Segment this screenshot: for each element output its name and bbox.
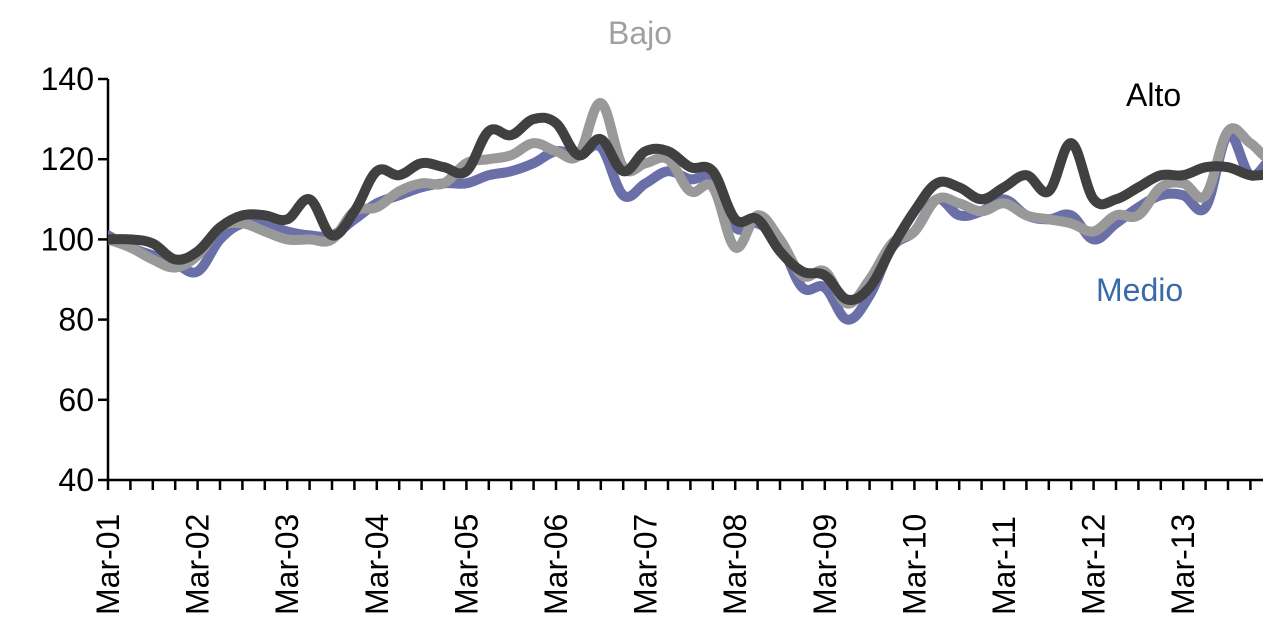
x-tick-label: Mar-01: [90, 514, 126, 615]
annotation-alto: Alto: [1126, 77, 1181, 113]
y-tick-label: 140: [41, 61, 94, 97]
series-line-bajo: [108, 98, 1263, 309]
x-tick-label: Mar-05: [448, 514, 484, 615]
annotation-bajo: Bajo: [608, 15, 672, 51]
x-tick-label: Mar-12: [1076, 514, 1112, 615]
y-tick-label: 120: [41, 141, 94, 177]
series-lines: [108, 98, 1263, 325]
axes: 40 60 80 100 120 140 Mar-01 Mar-02 Mar-03 Mar-04 M…: [41, 61, 1263, 615]
annotations: Bajo Alto Medio: [608, 15, 1183, 308]
x-tick-label: Mar-02: [180, 514, 216, 615]
y-tick-label: 100: [41, 221, 94, 257]
x-tick-label: Mar-07: [628, 514, 664, 615]
x-tick-label: Mar-04: [359, 514, 395, 615]
x-tick-label: Mar-06: [538, 514, 574, 615]
y-tick-label: 40: [58, 462, 94, 498]
series-line-alto: [108, 112, 1263, 305]
x-tick-label: Mar-10: [896, 514, 932, 615]
x-tick-label: Mar-03: [269, 514, 305, 615]
annotation-medio: Medio: [1096, 272, 1183, 308]
y-tick-label: 80: [58, 302, 94, 338]
x-tick-label: Mar-09: [807, 514, 843, 615]
x-tick-label: Mar-13: [1165, 514, 1201, 615]
x-tick-label: Mar-11: [986, 516, 1022, 615]
x-tick-label: Mar-08: [717, 514, 753, 615]
y-tick-label: 60: [58, 382, 94, 418]
